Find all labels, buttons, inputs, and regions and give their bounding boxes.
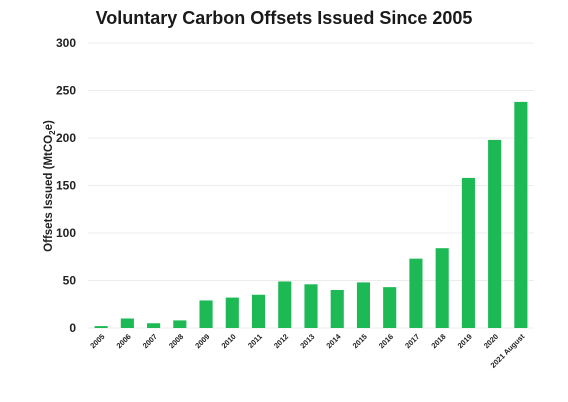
- bar-2012: [278, 281, 292, 328]
- y-axis-label-subscript: 2: [48, 130, 57, 135]
- x-tick-label: 2017: [403, 332, 421, 350]
- bar-2009: [199, 300, 213, 328]
- y-tick-label: 250: [56, 84, 76, 98]
- y-tick-labels: 0 50 100 150 200 250 300: [56, 36, 76, 335]
- x-tick-label: 2015: [351, 332, 369, 350]
- bar-2010: [225, 297, 239, 328]
- x-tick-label: 2007: [141, 332, 159, 350]
- x-tick-label: 2005: [88, 332, 106, 350]
- y-tick-label: 300: [56, 36, 76, 50]
- x-tick-label: 2010: [220, 332, 238, 350]
- bar-2019: [461, 177, 475, 328]
- x-tick-label: 2016: [377, 332, 395, 350]
- y-tick-label: 0: [69, 321, 76, 335]
- x-tick-label: 2012: [272, 332, 290, 350]
- bar-2017: [409, 258, 423, 328]
- y-axis-label-suffix: e): [43, 120, 55, 130]
- x-tick-label: 2008: [167, 332, 185, 350]
- bar-2020: [488, 139, 502, 328]
- x-tick-label: 2018: [429, 332, 447, 350]
- y-tick-label: 150: [56, 179, 76, 193]
- bar-2007: [147, 323, 161, 328]
- bar-2015: [356, 282, 371, 328]
- bar-2006: [120, 318, 134, 328]
- chart-title: Voluntary Carbon Offsets Issued Since 20…: [95, 8, 473, 28]
- x-tick-label: 2011: [246, 332, 264, 350]
- y-tick-label: 200: [56, 131, 76, 145]
- x-tick-label: 2006: [115, 332, 133, 350]
- bar-2014: [330, 290, 344, 328]
- x-tick-label: 2020: [482, 332, 500, 350]
- y-axis-label: Offsets Issued (MtCO2e): [43, 120, 57, 252]
- bar-2013: [304, 284, 318, 328]
- bars: [94, 101, 528, 329]
- x-tick-label: 2019: [456, 332, 474, 350]
- x-tick-label: 2014: [324, 331, 343, 350]
- bar-2021-august: [514, 101, 528, 329]
- x-tick-label: 2009: [193, 332, 211, 350]
- x-tick-label: 2013: [298, 332, 316, 350]
- y-tick-label: 100: [56, 226, 76, 240]
- y-tick-label: 50: [63, 274, 77, 288]
- x-tick-labels: 2005 2006 2007 2008 2009 2010 2011 2012 2013 2014…: [88, 331, 526, 369]
- bar-2018: [435, 248, 449, 328]
- bar-2011: [251, 294, 266, 328]
- bar-2008: [173, 320, 187, 328]
- bar-2005: [94, 326, 108, 328]
- bar-2016: [383, 287, 397, 328]
